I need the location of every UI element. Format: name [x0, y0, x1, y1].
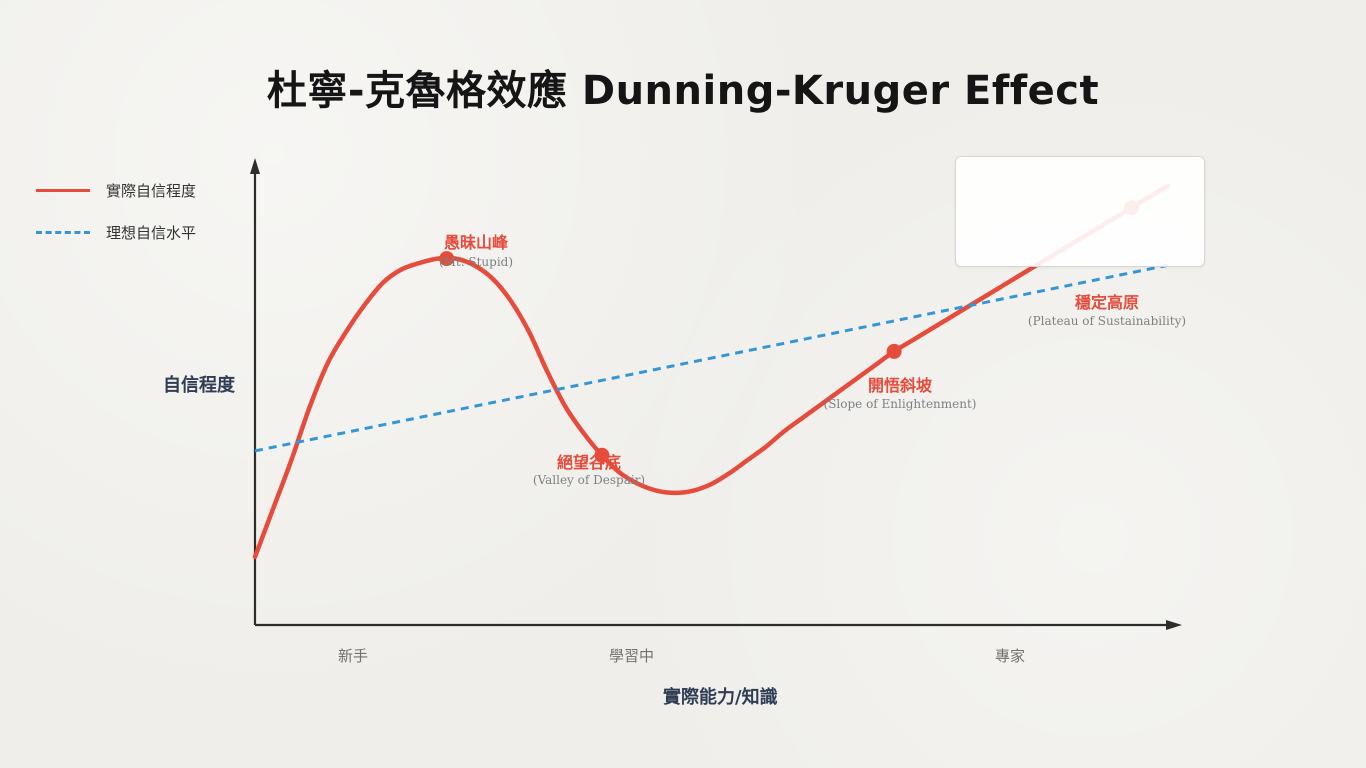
annotation-plateau-cn: 穩定高原: [1074, 293, 1140, 312]
actual-confidence-line: [252, 183, 1171, 560]
annotation-plateau-en: (Plateau of Sustainability): [1027, 314, 1187, 328]
point-slope-of-enlightenment: [886, 343, 902, 359]
ideal-confidence-line: [254, 263, 1169, 453]
annotation-mt-stupid-en: (Mt. Stupid): [438, 255, 514, 269]
annotation-slope-cn: 開悟斜坡: [867, 376, 933, 395]
axes-group: [250, 158, 1182, 630]
x-axis-label: 實際能力/知識: [663, 687, 778, 708]
series-group: [252, 183, 1171, 560]
annotation-mt-stupid-cn: 愚昧山峰: [443, 233, 509, 252]
x-tick-learning: 學習中: [609, 647, 655, 665]
point-valley-of-despair: [594, 447, 610, 463]
legend-swatch-actual: [36, 188, 90, 192]
chart-title: 杜寧-克魯格效應 Dunning-Kruger Effect: [266, 68, 1100, 114]
y-axis-arrow: [250, 158, 260, 174]
x-tick-novice: 新手: [338, 647, 369, 665]
point-mt-stupid: [439, 251, 455, 267]
annotation-valley-cn: 絕望谷底: [556, 453, 622, 472]
y-axis-label: 自信程度: [163, 375, 235, 396]
annotation-valley-en: (Valley of Despair): [532, 473, 646, 487]
legend-item-actual: 實際自信程度: [36, 180, 196, 200]
legend-label-actual: 實際自信程度: [106, 181, 197, 200]
legend-label-ideal: 理想自信水平: [106, 223, 197, 242]
legend-box: [955, 156, 1205, 267]
annotation-slope-en: (Slope of Enlightenment): [823, 397, 977, 411]
legend-swatch-ideal: [36, 230, 90, 234]
x-tick-expert: 專家: [995, 647, 1026, 665]
legend-item-ideal: 理想自信水平: [36, 222, 196, 242]
x-axis-arrow: [1166, 620, 1182, 630]
